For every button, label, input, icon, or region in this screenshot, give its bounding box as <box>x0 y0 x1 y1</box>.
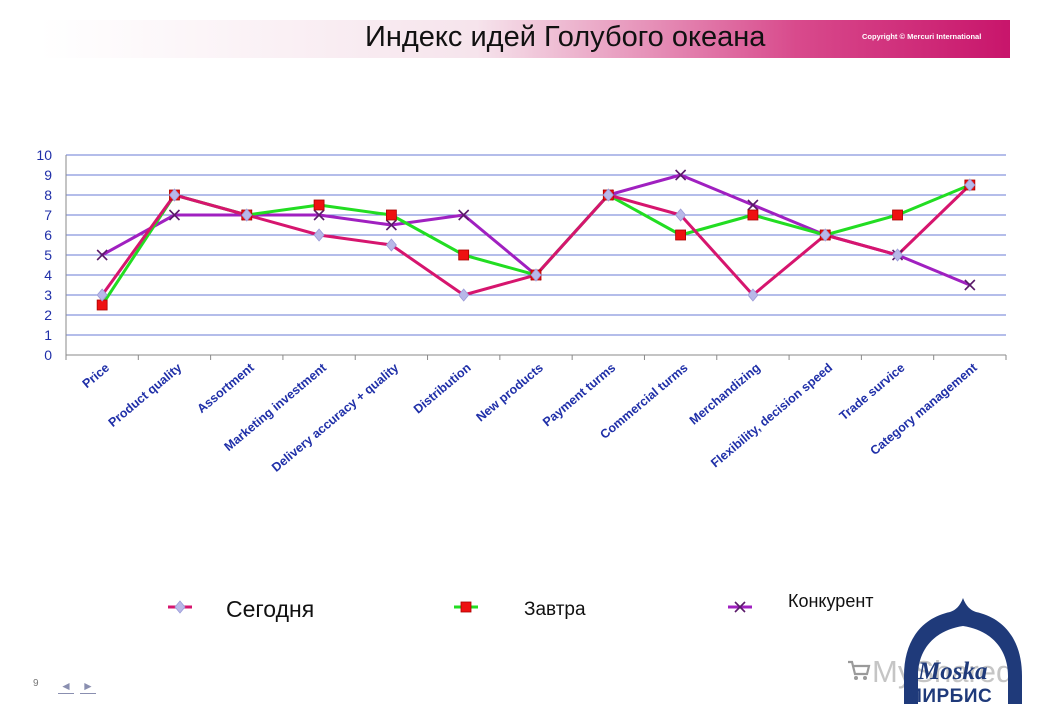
legend-marker-1 <box>460 601 472 613</box>
y-tick-label: 3 <box>44 287 52 303</box>
data-point-s0 <box>168 188 180 202</box>
prev-slide-icon[interactable]: ◄ <box>60 679 72 693</box>
data-point-s2 <box>96 249 108 261</box>
data-point-s1 <box>385 209 397 221</box>
x-tick-label: Payment turms <box>540 361 618 430</box>
x-tick-label: Merchandizing <box>687 361 763 428</box>
cart-icon <box>848 660 871 680</box>
next-underline <box>80 693 96 694</box>
legend-label-today: Сегодня <box>226 596 315 622</box>
data-point-s2 <box>747 199 759 211</box>
y-tick-label: 10 <box>36 147 52 163</box>
x-tick-label: New products <box>474 361 546 425</box>
data-point-s0 <box>313 228 325 242</box>
logo-arch-icon <box>904 598 1022 704</box>
y-tick-label: 7 <box>44 207 52 223</box>
next-slide-icon[interactable]: ► <box>82 679 94 693</box>
legend-label-tomorrow: Завтра <box>524 599 586 620</box>
data-point-s0 <box>602 188 614 202</box>
x-tick-label: Delivery accuracy + quality <box>269 361 401 475</box>
x-tick-label: Distribution <box>411 361 474 417</box>
y-tick-label: 5 <box>44 247 52 263</box>
data-point-s0 <box>385 238 397 252</box>
data-point-s0 <box>819 228 831 242</box>
data-point-s1 <box>458 249 470 261</box>
x-tick-label: Assortment <box>194 360 257 416</box>
x-tick-label: Product quality <box>106 361 185 430</box>
legend-label-competitor: Конкурент <box>788 591 874 611</box>
y-tick-label: 2 <box>44 307 52 323</box>
y-tick-label: 1 <box>44 327 52 343</box>
legend-marker-2 <box>734 601 746 613</box>
x-tick-label: Trade survice <box>837 361 908 424</box>
logo-text: МИРБИС <box>906 686 993 707</box>
data-point-s2 <box>964 279 976 291</box>
y-tick-label: 9 <box>44 167 52 183</box>
copyright-text: Copyright © Mercuri International <box>862 32 982 41</box>
data-point-s1 <box>892 209 903 221</box>
data-point-s2 <box>385 219 397 231</box>
data-point-s0 <box>96 288 108 302</box>
header-band <box>40 20 1010 58</box>
data-point-s1 <box>675 229 687 241</box>
logo-script-text: Moska <box>918 658 988 685</box>
data-point-s2 <box>313 209 325 221</box>
y-tick-label: 0 <box>44 347 52 363</box>
data-point-s0 <box>964 178 976 192</box>
data-point-s2 <box>675 169 687 181</box>
data-point-s2 <box>168 209 181 221</box>
data-point-s1 <box>313 199 325 211</box>
y-tick-label: 4 <box>44 267 52 283</box>
data-point-s0 <box>892 248 904 262</box>
data-point-s0 <box>458 288 470 302</box>
page-number: 9 <box>33 678 39 689</box>
data-point-s2 <box>458 209 470 221</box>
prev-underline <box>58 693 74 694</box>
series-line-1 <box>100 183 971 306</box>
x-tick-label: Price <box>80 361 112 391</box>
data-point-s0 <box>530 268 542 282</box>
data-point-s1 <box>747 209 759 221</box>
y-tick-label: 8 <box>44 187 52 203</box>
legend-marker-0 <box>174 600 186 614</box>
data-point-s0 <box>241 208 253 222</box>
page-title: Индекс идей Голубого океана <box>365 21 766 53</box>
watermark-text: MyShared <box>872 654 1014 689</box>
data-point-s0 <box>675 208 687 222</box>
y-tick-label: 6 <box>44 227 52 243</box>
x-tick-label: Flexibility, decision speed <box>708 361 835 471</box>
data-point-s0 <box>747 288 759 302</box>
